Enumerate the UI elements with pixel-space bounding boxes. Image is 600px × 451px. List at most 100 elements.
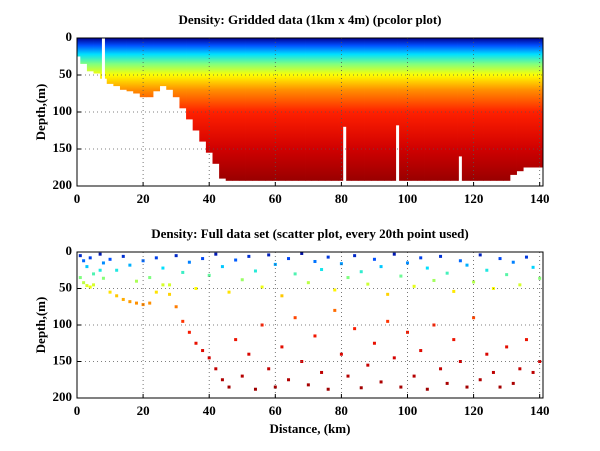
cell-column xyxy=(305,38,313,181)
point xyxy=(445,271,449,275)
cell-column xyxy=(390,38,398,181)
x-tick-label: 80 xyxy=(335,403,348,418)
data-gap xyxy=(101,38,105,186)
cell-column xyxy=(410,38,418,181)
point xyxy=(293,316,297,320)
point xyxy=(234,338,238,342)
y-tick-label: 150 xyxy=(53,352,73,367)
cell-column xyxy=(278,38,286,181)
cell-column xyxy=(139,38,147,98)
point xyxy=(405,261,409,265)
cell-column xyxy=(523,38,531,168)
cell-column xyxy=(364,38,372,181)
point xyxy=(524,255,528,259)
point xyxy=(240,278,244,282)
point xyxy=(174,305,178,309)
point xyxy=(386,292,390,296)
cell-column xyxy=(509,38,517,175)
point xyxy=(313,334,317,338)
point xyxy=(88,285,92,289)
point xyxy=(511,381,515,385)
point xyxy=(92,283,96,287)
y-tick-label: 50 xyxy=(59,66,72,81)
point xyxy=(181,319,185,323)
x-tick-label: 120 xyxy=(464,191,484,206)
cell-column xyxy=(186,38,194,120)
chart-title: Density: Gridded data (1km x 4m) (pcolor… xyxy=(178,12,441,27)
cell-column xyxy=(318,38,326,181)
point xyxy=(306,281,310,285)
point xyxy=(161,283,165,287)
cell-column xyxy=(126,38,134,92)
cell-column xyxy=(199,38,207,142)
point xyxy=(240,374,244,378)
plot-area xyxy=(78,252,542,391)
point xyxy=(518,367,522,371)
point xyxy=(359,270,363,274)
data-gap xyxy=(458,156,462,186)
point xyxy=(538,360,542,363)
cell-column xyxy=(93,38,101,74)
point xyxy=(78,254,82,258)
point xyxy=(85,265,89,269)
point xyxy=(154,290,158,294)
x-tick-label: 20 xyxy=(137,191,150,206)
cell-column xyxy=(219,38,227,179)
point xyxy=(148,301,152,305)
point xyxy=(445,381,449,385)
point xyxy=(379,380,383,384)
point xyxy=(154,256,158,260)
point xyxy=(101,276,105,280)
x-tick-label: 40 xyxy=(203,403,216,418)
point xyxy=(108,290,112,294)
point xyxy=(174,254,178,258)
cell-column xyxy=(417,38,425,181)
point xyxy=(207,273,211,277)
point xyxy=(227,290,231,294)
cell-column xyxy=(106,38,114,84)
point xyxy=(392,252,396,256)
x-tick-label: 0 xyxy=(74,191,81,206)
point xyxy=(260,285,264,289)
y-tick-label: 100 xyxy=(53,316,73,331)
point xyxy=(306,383,310,387)
point xyxy=(366,282,370,286)
point xyxy=(458,360,462,363)
point xyxy=(326,387,330,391)
point xyxy=(187,260,191,264)
cell-column xyxy=(516,38,524,172)
cell-column xyxy=(371,38,379,181)
point xyxy=(439,254,443,258)
cell-column xyxy=(529,38,537,168)
point xyxy=(194,287,198,290)
point xyxy=(108,257,112,261)
point xyxy=(273,385,277,389)
point xyxy=(128,263,132,267)
point xyxy=(452,289,456,293)
cell-column xyxy=(344,38,352,181)
cell-column xyxy=(483,38,491,181)
point xyxy=(234,258,238,262)
point xyxy=(419,349,423,353)
cell-column xyxy=(450,38,458,181)
point xyxy=(333,308,337,312)
point xyxy=(247,254,251,258)
point xyxy=(293,272,297,276)
cell-column xyxy=(437,38,445,181)
plot-area xyxy=(77,38,543,186)
cell-column xyxy=(225,38,233,181)
point xyxy=(121,297,125,301)
point xyxy=(247,352,251,356)
point xyxy=(419,256,423,260)
y-axis-label: Depth,(m) xyxy=(33,84,48,141)
point xyxy=(339,352,343,356)
point xyxy=(465,385,469,389)
point xyxy=(253,387,257,391)
cell-column xyxy=(404,38,412,181)
y-axis-label: Depth,(m) xyxy=(33,297,48,354)
point xyxy=(518,283,522,287)
point xyxy=(214,367,218,371)
point xyxy=(412,284,416,288)
point xyxy=(148,276,152,280)
